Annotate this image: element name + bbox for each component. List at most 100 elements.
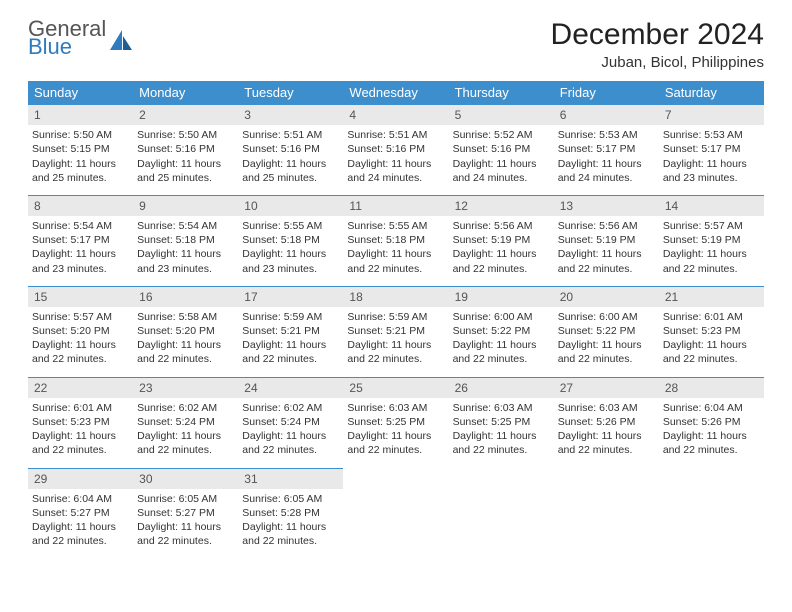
daynum-row: 1234567 <box>28 105 764 126</box>
daylight-text: Daylight: 11 hours and 24 minutes. <box>558 157 655 185</box>
weekday-header: Monday <box>133 81 238 105</box>
sunset-text: Sunset: 5:18 PM <box>347 233 444 247</box>
day-number-cell: 4 <box>343 105 448 126</box>
day-number-cell: 15 <box>28 286 133 307</box>
day-content-cell: Sunrise: 6:00 AMSunset: 5:22 PMDaylight:… <box>554 307 659 377</box>
daynum-row: 891011121314 <box>28 195 764 216</box>
daylight-text: Daylight: 11 hours and 22 minutes. <box>137 429 234 457</box>
sunrise-text: Sunrise: 5:57 AM <box>32 310 129 324</box>
sunrise-text: Sunrise: 5:57 AM <box>663 219 760 233</box>
day-content-cell: Sunrise: 5:56 AMSunset: 5:19 PMDaylight:… <box>449 216 554 286</box>
daylight-text: Daylight: 11 hours and 23 minutes. <box>242 247 339 275</box>
sail-icon <box>108 28 134 54</box>
sunset-text: Sunset: 5:20 PM <box>32 324 129 338</box>
day-content-cell <box>659 489 764 559</box>
sunset-text: Sunset: 5:15 PM <box>32 142 129 156</box>
daylight-text: Daylight: 11 hours and 24 minutes. <box>453 157 550 185</box>
sunset-text: Sunset: 5:22 PM <box>453 324 550 338</box>
daylight-text: Daylight: 11 hours and 23 minutes. <box>663 157 760 185</box>
sunrise-text: Sunrise: 6:03 AM <box>347 401 444 415</box>
day-number-cell: 29 <box>28 468 133 489</box>
day-number-cell: 14 <box>659 195 764 216</box>
daylight-text: Daylight: 11 hours and 25 minutes. <box>32 157 129 185</box>
day-number-cell: 19 <box>449 286 554 307</box>
location-subtitle: Juban, Bicol, Philippines <box>551 54 764 71</box>
weekday-header: Friday <box>554 81 659 105</box>
day-number-cell: 9 <box>133 195 238 216</box>
sunrise-text: Sunrise: 5:52 AM <box>453 128 550 142</box>
sunset-text: Sunset: 5:16 PM <box>453 142 550 156</box>
sunset-text: Sunset: 5:19 PM <box>663 233 760 247</box>
day-number-cell: 18 <box>343 286 448 307</box>
sunset-text: Sunset: 5:20 PM <box>137 324 234 338</box>
daylight-text: Daylight: 11 hours and 22 minutes. <box>242 429 339 457</box>
daylight-text: Daylight: 11 hours and 22 minutes. <box>347 338 444 366</box>
daylight-text: Daylight: 11 hours and 22 minutes. <box>453 338 550 366</box>
sunrise-text: Sunrise: 6:04 AM <box>663 401 760 415</box>
day-content-cell: Sunrise: 6:04 AMSunset: 5:27 PMDaylight:… <box>28 489 133 559</box>
day-number-cell: 12 <box>449 195 554 216</box>
daylight-text: Daylight: 11 hours and 22 minutes. <box>32 520 129 548</box>
daylight-text: Daylight: 11 hours and 22 minutes. <box>558 338 655 366</box>
daylight-text: Daylight: 11 hours and 23 minutes. <box>137 247 234 275</box>
sunrise-text: Sunrise: 5:56 AM <box>558 219 655 233</box>
day-number-cell: 5 <box>449 105 554 126</box>
sunset-text: Sunset: 5:24 PM <box>137 415 234 429</box>
day-content-cell: Sunrise: 5:54 AMSunset: 5:17 PMDaylight:… <box>28 216 133 286</box>
day-number-cell: 25 <box>343 377 448 398</box>
day-content-cell: Sunrise: 5:59 AMSunset: 5:21 PMDaylight:… <box>343 307 448 377</box>
sunset-text: Sunset: 5:24 PM <box>242 415 339 429</box>
daylight-text: Daylight: 11 hours and 25 minutes. <box>242 157 339 185</box>
weekday-header-row: Sunday Monday Tuesday Wednesday Thursday… <box>28 81 764 105</box>
sunrise-text: Sunrise: 6:00 AM <box>453 310 550 324</box>
day-number-cell: 23 <box>133 377 238 398</box>
day-number-cell: 8 <box>28 195 133 216</box>
day-number-cell <box>343 468 448 489</box>
sunset-text: Sunset: 5:25 PM <box>453 415 550 429</box>
sunset-text: Sunset: 5:17 PM <box>558 142 655 156</box>
day-content-cell: Sunrise: 6:01 AMSunset: 5:23 PMDaylight:… <box>659 307 764 377</box>
daylight-text: Daylight: 11 hours and 22 minutes. <box>32 338 129 366</box>
daynum-row: 22232425262728 <box>28 377 764 398</box>
day-content-cell: Sunrise: 5:58 AMSunset: 5:20 PMDaylight:… <box>133 307 238 377</box>
sunrise-text: Sunrise: 5:53 AM <box>558 128 655 142</box>
day-number-cell: 24 <box>238 377 343 398</box>
day-content-cell: Sunrise: 5:59 AMSunset: 5:21 PMDaylight:… <box>238 307 343 377</box>
day-content-cell: Sunrise: 5:56 AMSunset: 5:19 PMDaylight:… <box>554 216 659 286</box>
day-content-cell: Sunrise: 5:51 AMSunset: 5:16 PMDaylight:… <box>238 125 343 195</box>
day-number-cell: 1 <box>28 105 133 126</box>
daylight-text: Daylight: 11 hours and 22 minutes. <box>242 520 339 548</box>
day-number-cell: 20 <box>554 286 659 307</box>
sunrise-text: Sunrise: 5:51 AM <box>242 128 339 142</box>
day-content-cell: Sunrise: 5:54 AMSunset: 5:18 PMDaylight:… <box>133 216 238 286</box>
day-number-cell: 27 <box>554 377 659 398</box>
daylight-text: Daylight: 11 hours and 22 minutes. <box>347 247 444 275</box>
sunrise-text: Sunrise: 6:00 AM <box>558 310 655 324</box>
sunrise-text: Sunrise: 6:01 AM <box>663 310 760 324</box>
day-content-cell: Sunrise: 5:53 AMSunset: 5:17 PMDaylight:… <box>554 125 659 195</box>
brand-line2: Blue <box>28 36 72 58</box>
sunrise-text: Sunrise: 6:01 AM <box>32 401 129 415</box>
day-number-cell: 13 <box>554 195 659 216</box>
sunset-text: Sunset: 5:22 PM <box>558 324 655 338</box>
sunset-text: Sunset: 5:16 PM <box>347 142 444 156</box>
day-content-cell: Sunrise: 6:03 AMSunset: 5:25 PMDaylight:… <box>343 398 448 468</box>
sunset-text: Sunset: 5:26 PM <box>663 415 760 429</box>
weekday-header: Wednesday <box>343 81 448 105</box>
sunset-text: Sunset: 5:21 PM <box>347 324 444 338</box>
day-content-cell: Sunrise: 5:50 AMSunset: 5:15 PMDaylight:… <box>28 125 133 195</box>
day-content-cell: Sunrise: 5:57 AMSunset: 5:20 PMDaylight:… <box>28 307 133 377</box>
sunrise-text: Sunrise: 6:05 AM <box>137 492 234 506</box>
sunset-text: Sunset: 5:18 PM <box>137 233 234 247</box>
daylight-text: Daylight: 11 hours and 22 minutes. <box>663 429 760 457</box>
sunrise-text: Sunrise: 5:51 AM <box>347 128 444 142</box>
weekday-header: Thursday <box>449 81 554 105</box>
daylight-text: Daylight: 11 hours and 22 minutes. <box>137 520 234 548</box>
day-content-cell: Sunrise: 6:02 AMSunset: 5:24 PMDaylight:… <box>133 398 238 468</box>
sunset-text: Sunset: 5:23 PM <box>663 324 760 338</box>
sunrise-text: Sunrise: 5:55 AM <box>242 219 339 233</box>
sunrise-text: Sunrise: 6:02 AM <box>137 401 234 415</box>
day-number-cell: 22 <box>28 377 133 398</box>
sunrise-text: Sunrise: 5:50 AM <box>32 128 129 142</box>
day-content-cell: Sunrise: 5:50 AMSunset: 5:16 PMDaylight:… <box>133 125 238 195</box>
